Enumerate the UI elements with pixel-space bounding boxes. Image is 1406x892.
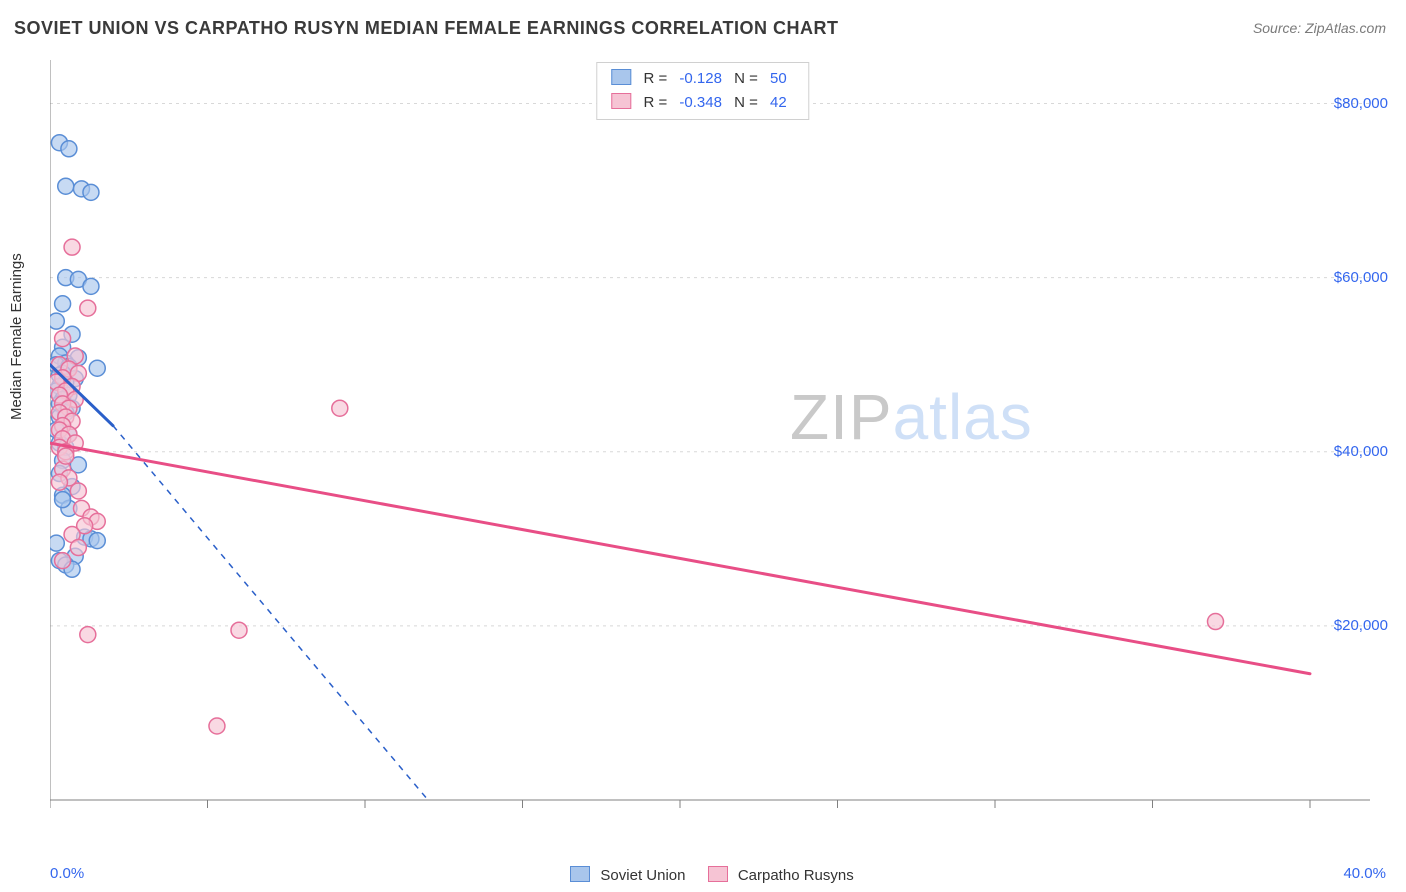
- n-label: N =: [734, 94, 758, 111]
- source-label: Source: ZipAtlas.com: [1253, 20, 1386, 36]
- watermark-zip: ZIP: [790, 381, 893, 453]
- correlation-legend: R = -0.128 N = 50 R = -0.348 N = 42: [596, 62, 809, 120]
- y-tick-label: $40,000: [1334, 443, 1388, 460]
- n-label: N =: [734, 70, 758, 87]
- watermark: ZIPatlas: [790, 380, 1033, 454]
- scatter-plot: [50, 60, 1370, 820]
- n-value: 42: [770, 94, 787, 111]
- r-label: R =: [643, 70, 667, 87]
- y-axis-label: Median Female Earnings: [8, 253, 25, 420]
- watermark-atlas: atlas: [893, 381, 1033, 453]
- y-tick-label: $20,000: [1334, 617, 1388, 634]
- chart-container: SOVIET UNION VS CARPATHO RUSYN MEDIAN FE…: [0, 0, 1406, 892]
- legend-row: R = -0.348 N = 42: [611, 91, 794, 115]
- legend-swatch-blue: [570, 866, 590, 882]
- y-tick-label: $60,000: [1334, 269, 1388, 286]
- legend-swatch-pink: [708, 866, 728, 882]
- r-label: R =: [643, 94, 667, 111]
- legend-swatch-pink: [611, 93, 631, 109]
- series-legend: Soviet Union Carpatho Rusyns: [0, 866, 1406, 884]
- legend-label: Soviet Union: [600, 867, 685, 884]
- legend-label: Carpatho Rusyns: [738, 867, 854, 884]
- r-value: -0.128: [679, 70, 722, 87]
- chart-title: SOVIET UNION VS CARPATHO RUSYN MEDIAN FE…: [14, 18, 839, 39]
- r-value: -0.348: [679, 94, 722, 111]
- legend-row: R = -0.128 N = 50: [611, 67, 794, 91]
- n-value: 50: [770, 70, 787, 87]
- legend-swatch-blue: [611, 69, 631, 85]
- y-tick-label: $80,000: [1334, 95, 1388, 112]
